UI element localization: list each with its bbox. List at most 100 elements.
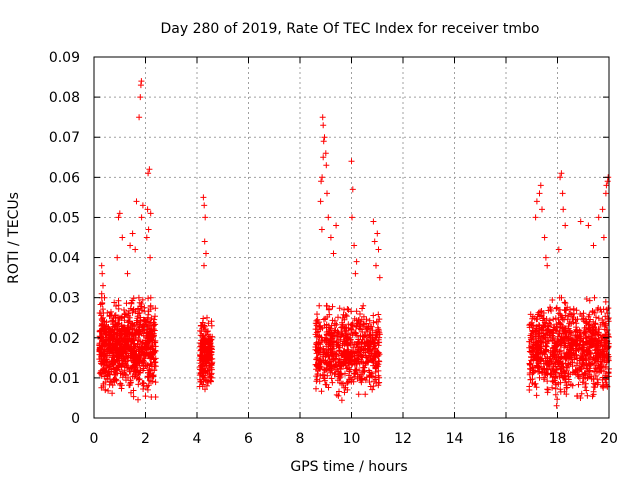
data-point <box>542 254 549 261</box>
data-point <box>602 190 609 197</box>
x-tick-label: 12 <box>394 431 412 447</box>
data-point <box>371 238 378 245</box>
data-point <box>590 242 597 249</box>
data-point <box>133 198 140 205</box>
data-point <box>537 182 544 189</box>
x-tick-label: 18 <box>549 431 567 447</box>
data-point <box>562 222 569 229</box>
cluster-3 <box>312 302 383 404</box>
y-tick-labels: 0 0.01 0.02 0.03 0.04 0.05 0.06 0.07 0.08 0.09 <box>49 50 80 427</box>
data-point <box>124 270 131 277</box>
data-point <box>138 214 145 221</box>
data-point <box>333 222 340 229</box>
data-point <box>99 270 106 277</box>
data-point <box>376 274 383 281</box>
data-point <box>116 210 123 217</box>
data-point <box>322 150 329 157</box>
y-tick-label: 0.05 <box>49 210 80 226</box>
data-point <box>201 262 207 269</box>
data-point <box>585 222 592 229</box>
data-point <box>595 214 602 221</box>
x-tick-label: 14 <box>446 431 464 447</box>
data-point <box>560 206 567 213</box>
y-tick-label: 0.01 <box>49 371 80 387</box>
data-point <box>330 250 337 257</box>
x-tick-label: 16 <box>497 431 515 447</box>
data-point <box>541 234 548 241</box>
data-point <box>558 170 565 177</box>
data-point <box>600 234 607 241</box>
data-point <box>147 210 154 217</box>
y-tick-label: 0.03 <box>49 291 80 307</box>
data-point <box>143 234 150 241</box>
data-point <box>319 174 326 181</box>
chart-title: Day 280 of 2019, Rate Of TEC Index for r… <box>161 21 540 37</box>
data-point <box>115 214 122 221</box>
data-point <box>147 254 154 261</box>
data-point <box>201 238 208 245</box>
data-point <box>536 190 543 197</box>
x-tick-labels: 0 2 4 6 8 10 12 14 16 18 20 <box>90 431 618 447</box>
data-point <box>351 242 358 249</box>
x-tick-label: 0 <box>90 431 99 447</box>
data-point <box>132 246 139 253</box>
data-point <box>324 190 330 197</box>
data-point <box>202 214 209 221</box>
data-point <box>203 250 209 257</box>
data-points <box>96 78 612 409</box>
x-tick-label: 6 <box>244 431 253 447</box>
data-point <box>119 234 126 241</box>
y-tick-label: 0.07 <box>49 130 80 146</box>
data-point <box>555 246 562 253</box>
x-tick-label: 8 <box>296 431 305 447</box>
data-point <box>127 242 134 249</box>
data-point <box>98 262 105 269</box>
data-point <box>599 206 606 213</box>
data-point <box>325 214 332 221</box>
data-point <box>323 162 330 169</box>
cluster-2 <box>196 314 216 393</box>
data-point <box>348 158 355 165</box>
data-point <box>349 186 356 193</box>
data-point <box>145 226 152 233</box>
data-point <box>145 170 152 177</box>
y-tick-label: 0.02 <box>49 331 80 347</box>
x-tick-label: 10 <box>343 431 361 447</box>
data-point <box>559 190 566 197</box>
data-point <box>318 226 325 233</box>
x-tick-label: 2 <box>141 431 150 447</box>
data-point <box>352 270 359 277</box>
data-point <box>327 234 334 241</box>
data-point <box>557 174 564 181</box>
y-axis-label: ROTI / TECUs <box>6 192 22 284</box>
y-tick-label: 0.08 <box>49 90 80 106</box>
data-point <box>349 214 355 221</box>
x-axis-label: GPS time / hours <box>290 459 407 475</box>
data-point <box>544 262 551 269</box>
data-point <box>373 262 379 269</box>
data-point <box>318 178 325 185</box>
gridlines <box>94 57 609 418</box>
x-tick-label: 20 <box>600 431 618 447</box>
data-point <box>319 114 326 121</box>
data-point <box>137 94 144 101</box>
data-point <box>320 138 327 145</box>
data-point <box>577 218 584 225</box>
data-point <box>353 258 360 265</box>
y-tick-label: 0.09 <box>49 50 80 66</box>
data-point <box>129 230 136 237</box>
data-point <box>603 182 610 189</box>
y-tick-label: 0.06 <box>49 170 80 186</box>
data-point <box>114 254 121 261</box>
data-point <box>138 78 145 85</box>
data-point <box>136 114 143 121</box>
data-point <box>201 202 208 209</box>
data-point <box>539 206 545 213</box>
data-point <box>320 122 327 129</box>
cluster-1 <box>96 294 159 403</box>
data-point <box>98 290 105 297</box>
data-point <box>146 166 153 173</box>
data-point <box>139 202 146 209</box>
